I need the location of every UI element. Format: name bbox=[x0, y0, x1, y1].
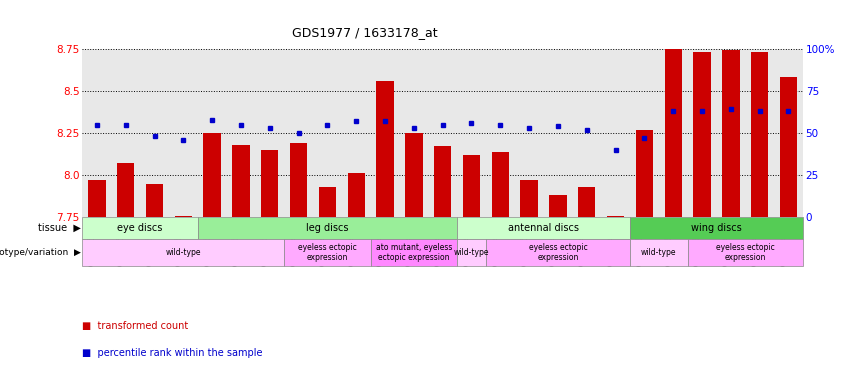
Bar bbox=[284, 238, 371, 266]
Text: eye discs: eye discs bbox=[117, 223, 163, 233]
Bar bbox=[549, 195, 567, 217]
Bar bbox=[457, 238, 486, 266]
Text: leg discs: leg discs bbox=[306, 223, 349, 233]
Bar bbox=[405, 133, 423, 217]
Text: antennal discs: antennal discs bbox=[508, 223, 579, 233]
Bar bbox=[486, 238, 630, 266]
Bar bbox=[290, 143, 307, 217]
Bar bbox=[203, 133, 220, 217]
Bar bbox=[607, 216, 624, 217]
Bar bbox=[82, 217, 198, 238]
Bar bbox=[635, 130, 653, 217]
Bar bbox=[89, 180, 106, 217]
Text: ■  transformed count: ■ transformed count bbox=[82, 321, 188, 331]
Bar bbox=[687, 238, 803, 266]
Bar bbox=[665, 27, 682, 217]
Bar bbox=[751, 52, 768, 217]
Bar bbox=[233, 145, 250, 217]
Bar bbox=[457, 217, 630, 238]
Bar bbox=[434, 147, 451, 217]
Bar bbox=[630, 238, 687, 266]
Text: wild-type: wild-type bbox=[166, 248, 201, 257]
Text: genotype/variation  ▶: genotype/variation ▶ bbox=[0, 248, 81, 257]
Bar bbox=[630, 217, 803, 238]
Bar bbox=[463, 155, 480, 217]
Bar bbox=[722, 50, 740, 217]
Bar bbox=[779, 77, 797, 217]
Bar bbox=[491, 152, 509, 217]
Bar bbox=[82, 238, 284, 266]
Text: wild-type: wild-type bbox=[641, 248, 676, 257]
Bar bbox=[261, 150, 279, 217]
Text: tissue  ▶: tissue ▶ bbox=[38, 223, 81, 233]
Bar bbox=[578, 187, 595, 217]
Bar bbox=[371, 238, 457, 266]
Text: ato mutant, eyeless
ectopic expression: ato mutant, eyeless ectopic expression bbox=[376, 243, 452, 262]
Bar bbox=[521, 180, 538, 217]
Text: GDS1977 / 1633178_at: GDS1977 / 1633178_at bbox=[292, 26, 437, 39]
Text: eyeless ectopic
expression: eyeless ectopic expression bbox=[716, 243, 774, 262]
Bar bbox=[198, 217, 457, 238]
Bar bbox=[146, 183, 163, 217]
Text: wing discs: wing discs bbox=[691, 223, 742, 233]
Bar bbox=[174, 216, 192, 217]
Bar bbox=[319, 187, 336, 217]
Bar bbox=[694, 52, 711, 217]
Text: wild-type: wild-type bbox=[454, 248, 490, 257]
Bar bbox=[377, 81, 394, 217]
Text: ■  percentile rank within the sample: ■ percentile rank within the sample bbox=[82, 348, 263, 357]
Text: eyeless ectopic
expression: eyeless ectopic expression bbox=[529, 243, 588, 262]
Text: eyeless ectopic
expression: eyeless ectopic expression bbox=[298, 243, 357, 262]
Bar bbox=[347, 173, 365, 217]
Bar bbox=[117, 164, 135, 217]
